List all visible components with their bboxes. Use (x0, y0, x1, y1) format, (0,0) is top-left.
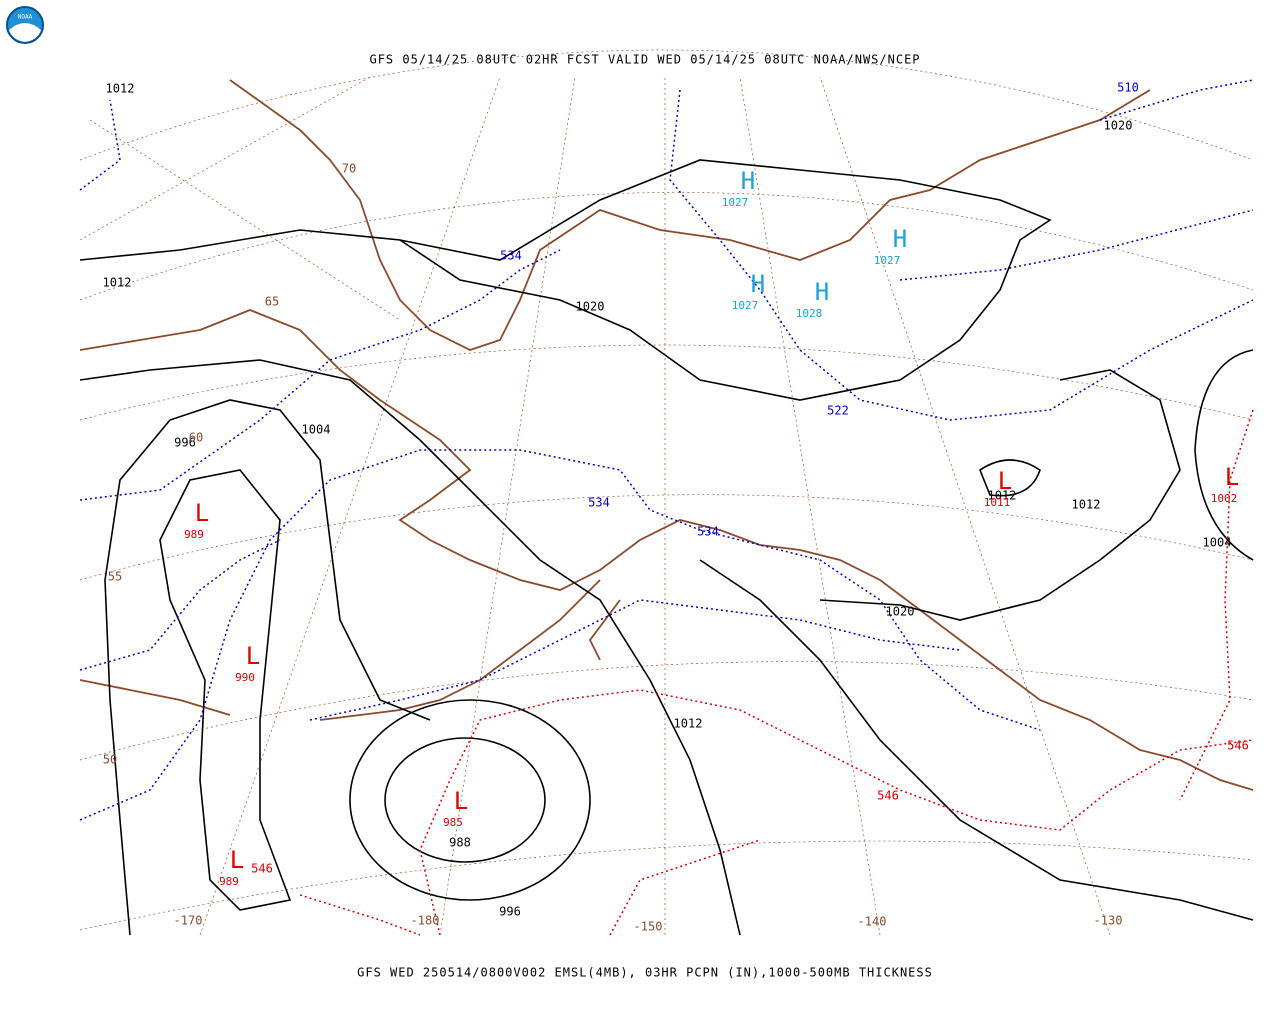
thickness-label: 534 (500, 249, 522, 263)
graticule-label: 55 (108, 570, 122, 584)
high-pressure: 1027 (874, 254, 901, 267)
graticule-label: -140 (858, 915, 887, 929)
graticule-label: 50 (103, 753, 117, 767)
isobar-label: 1020 (886, 605, 915, 619)
low-pressure: 990 (235, 671, 255, 684)
low-symbol: L (454, 787, 468, 815)
graticule-label: -150 (634, 920, 663, 934)
thickness-lines (79, 79, 1254, 821)
thickness-lines-red (299, 409, 1254, 936)
high-symbol: H (751, 270, 765, 298)
isobar-label: 1012 (103, 276, 132, 290)
isobar-label: 1012 (1072, 498, 1101, 512)
thickness-label: 534 (697, 525, 719, 539)
graticule-label: 65 (265, 295, 279, 309)
isobars (79, 159, 1254, 936)
map-title: GFS 05/14/25 08UTC 02HR FCST VALID WED 0… (369, 53, 920, 67)
low-symbol: L (246, 642, 260, 670)
high-symbol: H (893, 225, 907, 253)
thickness-label: 522 (827, 404, 849, 418)
isobar-label: 996 (499, 905, 521, 919)
isobar-label: 1020 (576, 300, 605, 314)
high-pressure: 1027 (722, 196, 749, 209)
isobar-label: 996 (174, 436, 196, 450)
graticule (79, 49, 1254, 936)
map-area (79, 49, 1254, 936)
low-symbol: L (230, 846, 244, 874)
high-pressure: 1028 (796, 307, 823, 320)
graticule-label: 60 (189, 431, 203, 445)
noaa-logo: NOAA (6, 6, 44, 44)
low-pressure: 989 (184, 528, 204, 541)
graticule-label: -170 (174, 914, 203, 928)
low-pressure: 989 (219, 875, 239, 888)
low-pressure: 1002 (1211, 492, 1238, 505)
low-pressure: 985 (443, 816, 463, 829)
low-symbol: L (1225, 463, 1239, 491)
high-symbol: H (741, 167, 755, 195)
thickness-label: 534 (588, 496, 610, 510)
isobar-label: 1004 (1203, 536, 1232, 550)
isobar-label: 1012 (106, 82, 135, 96)
map-caption: GFS WED 250514/0800V002 EMSL(4MB), 03HR … (357, 966, 933, 980)
coastline (79, 79, 1254, 791)
graticule-label: -130 (1094, 914, 1123, 928)
isobar-label: 988 (449, 836, 471, 850)
high-symbol: H (815, 278, 829, 306)
high-pressure: 1027 (732, 299, 759, 312)
isobar-label: 1012 (988, 489, 1017, 503)
isobar-label: 1012 (674, 717, 703, 731)
thickness-label: 546 (251, 862, 273, 876)
thickness-label: 510 (1117, 81, 1139, 95)
logo-text: NOAA (18, 14, 33, 21)
graticule-label: 70 (342, 162, 356, 176)
low-symbol: L (998, 467, 1012, 495)
low-pressure: 1011 (984, 496, 1011, 509)
thickness-label: 546 (877, 789, 899, 803)
low-symbol: L (195, 499, 209, 527)
thickness-label: 546 (1227, 739, 1249, 753)
isobar-label: 1020 (1104, 119, 1133, 133)
isobar-label: 1004 (302, 423, 331, 437)
graticule-label: -180 (411, 914, 440, 928)
